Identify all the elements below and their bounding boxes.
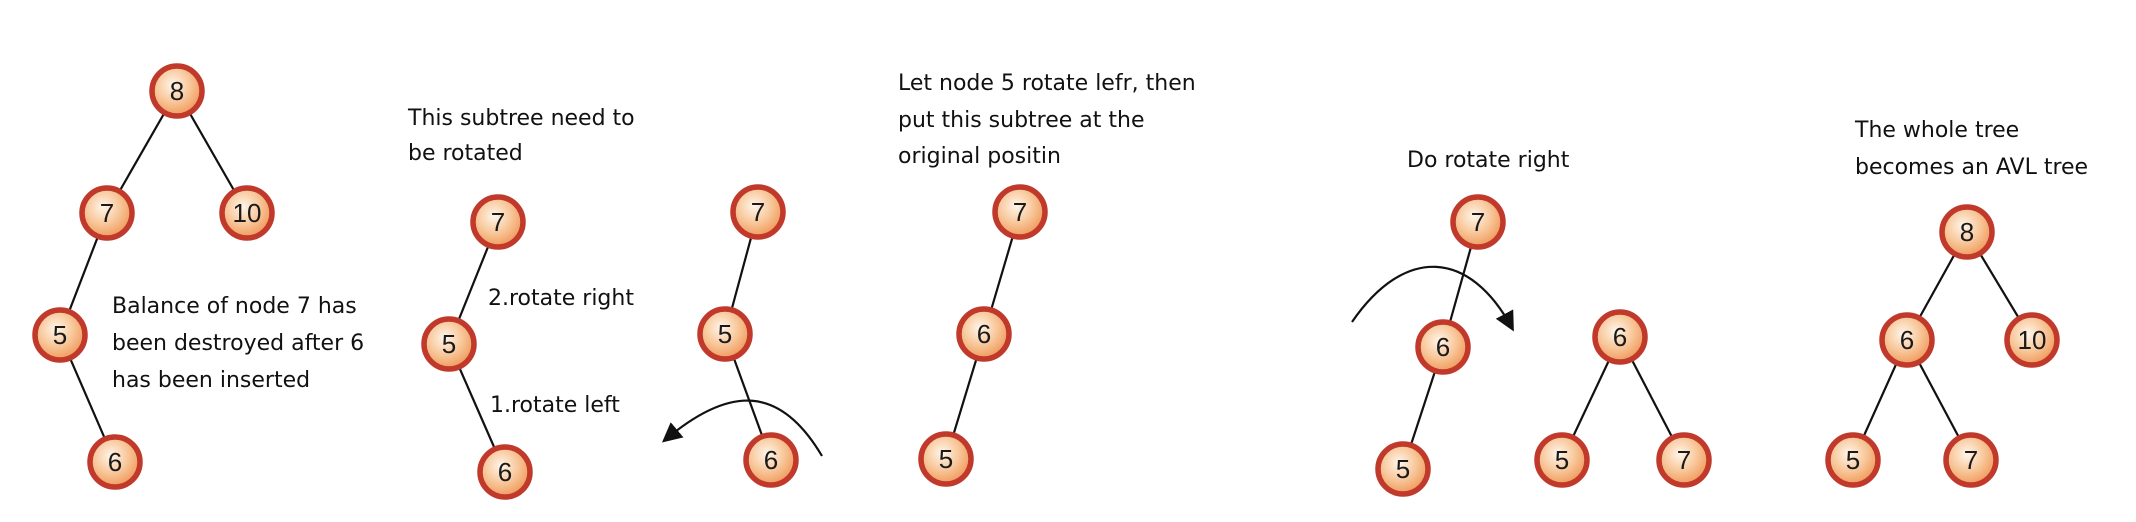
caption-line: original positin xyxy=(898,144,1061,169)
node-label: 7 xyxy=(1964,445,1978,475)
panel-7-balanced-avl-tree: The whole tree becomes an AVL tree 8 6 1… xyxy=(1825,118,2088,488)
node-label: 5 xyxy=(53,320,67,350)
tree-node: 7 xyxy=(992,184,1048,240)
node-label: 6 xyxy=(764,445,778,475)
node-label: 7 xyxy=(491,207,505,237)
tree-node: 8 xyxy=(1939,204,1995,260)
tree-node: 10 xyxy=(2004,312,2060,368)
node-label: 6 xyxy=(1436,332,1450,362)
tree-node: 6 xyxy=(1415,319,1471,375)
tree-node: 6 xyxy=(1879,312,1935,368)
node-label: 7 xyxy=(1677,445,1691,475)
tree-node: 5 xyxy=(1534,432,1590,488)
tree-node: 5 xyxy=(1375,441,1431,497)
tree-node: 5 xyxy=(1825,432,1881,488)
caption-line: Let node 5 rotate lefr, then xyxy=(898,71,1196,96)
node-label: 7 xyxy=(1013,197,1027,227)
caption-line: Do rotate right xyxy=(1407,148,1570,173)
node-label: 8 xyxy=(1960,217,1974,247)
panel-2-subtree-to-rotate: This subtree need to be rotated 7 5 6 2.… xyxy=(407,106,635,500)
node-label: 6 xyxy=(1900,325,1914,355)
tree-node: 6 xyxy=(956,306,1012,362)
node-label: 5 xyxy=(1396,454,1410,484)
panel-3-rotate-left-step: 7 5 6 xyxy=(661,184,823,488)
annotation-rotate-left: 1.rotate left xyxy=(490,393,620,418)
tree-node: 5 xyxy=(32,307,88,363)
panel-4-after-left-rotation: Let node 5 rotate lefr, then put this su… xyxy=(898,71,1196,487)
panel-6-rotated-subtree: 6 5 7 xyxy=(1534,309,1712,488)
caption-line: becomes an AVL tree xyxy=(1855,155,2088,180)
caption-line: Balance of node 7 has xyxy=(112,294,357,319)
node-label: 7 xyxy=(100,198,114,228)
tree-node: 6 xyxy=(743,432,799,488)
caption-line: This subtree need to xyxy=(407,106,635,131)
tree-node: 7 xyxy=(470,194,526,250)
tree-node: 6 xyxy=(477,444,533,500)
annotation-rotate-right: 2.rotate right xyxy=(488,286,634,311)
node-label: 6 xyxy=(108,447,122,477)
tree-node: 5 xyxy=(918,431,974,487)
node-label: 6 xyxy=(498,457,512,487)
caption-line: put this subtree at the xyxy=(898,108,1145,133)
node-label: 7 xyxy=(751,197,765,227)
node-label: 5 xyxy=(442,329,456,359)
node-label: 5 xyxy=(1846,445,1860,475)
caption-line: has been inserted xyxy=(112,368,310,393)
caption-line: been destroyed after 6 xyxy=(112,331,364,356)
tree-node: 7 xyxy=(79,185,135,241)
node-label: 5 xyxy=(939,444,953,474)
node-label: 5 xyxy=(1555,445,1569,475)
node-label: 8 xyxy=(170,76,184,106)
node-label: 7 xyxy=(1471,207,1485,237)
tree-node: 7 xyxy=(730,184,786,240)
node-label: 10 xyxy=(2018,325,2047,355)
node-label: 5 xyxy=(718,319,732,349)
tree-node: 5 xyxy=(421,316,477,372)
rotate-right-arrow xyxy=(1351,265,1514,332)
panel-5-rotate-right-step: Do rotate right 7 6 5 xyxy=(1351,148,1570,497)
tree-node: 6 xyxy=(87,434,143,490)
tree-node: 7 xyxy=(1656,432,1712,488)
node-label: 6 xyxy=(977,319,991,349)
panel-1-original-tree: 8 7 10 5 6 Balance of node 7 has been de… xyxy=(32,63,364,490)
tree-node: 7 xyxy=(1943,432,1999,488)
caption-line: The whole tree xyxy=(1854,118,2019,143)
tree-node: 6 xyxy=(1592,309,1648,365)
node-label: 10 xyxy=(233,198,262,228)
tree-node: 5 xyxy=(697,306,753,362)
rotate-left-arrow xyxy=(661,399,823,457)
tree-node: 10 xyxy=(219,185,275,241)
tree-node: 7 xyxy=(1450,194,1506,250)
caption-line: be rotated xyxy=(408,141,523,166)
tree-node: 8 xyxy=(149,63,205,119)
node-label: 6 xyxy=(1613,322,1627,352)
